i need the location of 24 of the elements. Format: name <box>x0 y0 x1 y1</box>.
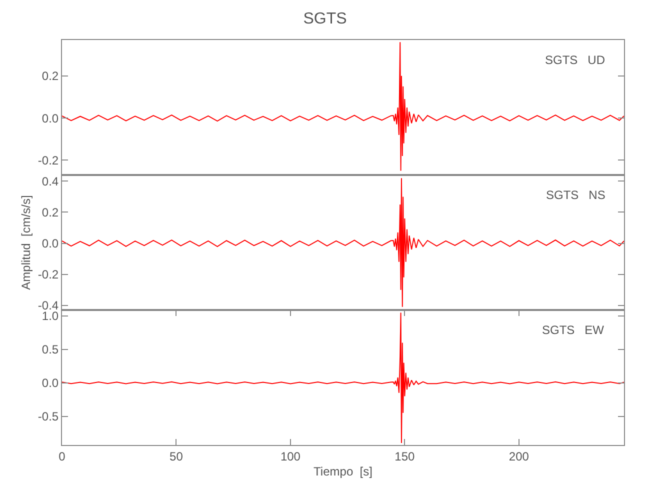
x-tick-label: 50 <box>170 449 184 464</box>
y-tick-label: 0.2 <box>42 205 59 220</box>
annotation: SGTS UD <box>545 53 606 67</box>
y-axis-title: Amplitud [cm/s/s] <box>19 195 34 290</box>
y-tick-label: 0.0 <box>42 111 59 126</box>
line-series <box>62 312 624 444</box>
x-axis-title: Tiempo [s] <box>314 464 372 478</box>
y-tick-label: 0.0 <box>42 376 59 390</box>
annotation: SGTS NS <box>546 188 606 202</box>
y-tick-label: -0.2 <box>38 268 59 282</box>
line-series <box>62 178 624 308</box>
annotation: SGTS EW <box>542 323 605 337</box>
y-tick-label: 0.5 <box>42 342 59 357</box>
y-tick-label: 0.2 <box>42 69 59 84</box>
line-series <box>62 42 624 172</box>
y-tick-label: -0.2 <box>38 153 59 168</box>
y-tick-label: 0.0 <box>42 236 59 250</box>
x-tick-label: 0 <box>58 449 66 464</box>
y-tick-label: -0.5 <box>38 409 59 424</box>
x-tick-label: 100 <box>280 449 301 464</box>
x-tick-label: 200 <box>508 449 530 464</box>
chart-title: SGTS <box>303 10 347 28</box>
x-tick-label: 150 <box>394 449 416 464</box>
y-tick-label: 0.4 <box>42 174 59 188</box>
